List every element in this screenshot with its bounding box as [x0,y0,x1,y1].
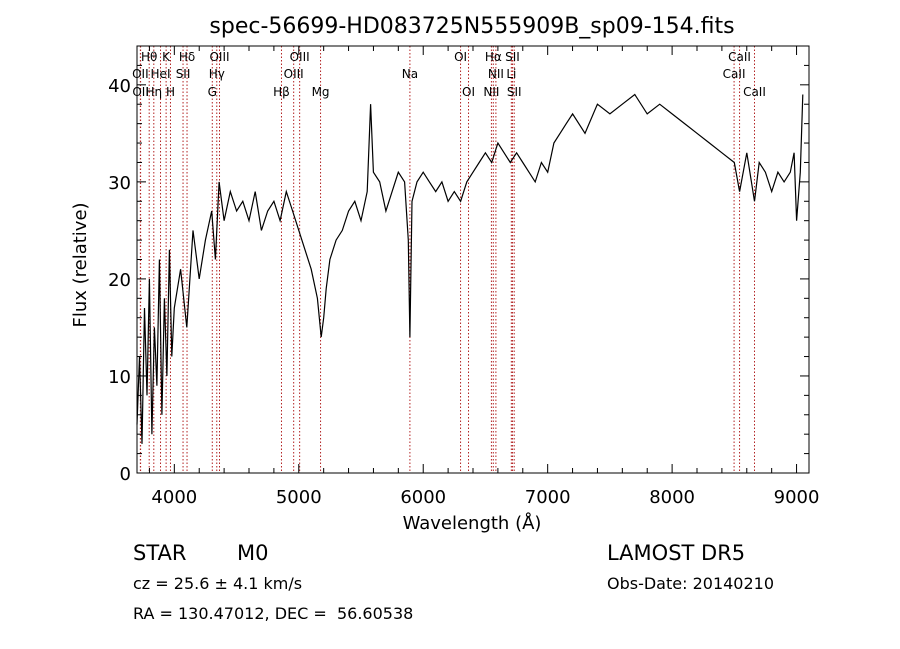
marker-label: Hγ [209,67,225,81]
marker-label: CaII [723,67,746,81]
y-axis-label: Flux (relative) [70,202,91,327]
marker-label: Li [506,67,516,81]
marker-label: OI [454,50,467,64]
y-tick-label: 20 [108,270,131,291]
marker-label: SII [176,67,191,81]
marker-label: H [166,85,175,99]
marker-label: Hη [145,85,162,99]
x-tick-label: 9000 [774,487,820,508]
x-tick-label: 7000 [525,487,571,508]
spectral-line-markers [139,46,755,473]
marker-label: OIII [284,67,304,81]
coordinates: RA = 130.47012, DEC = 56.60538 [133,604,414,623]
marker-label: Hθ [141,50,157,64]
object-class: STAR [133,541,187,565]
x-axis: 4000 5000 6000 7000 8000 9000 [148,46,820,508]
marker-label: Na [402,67,418,81]
marker-label: OII [132,67,149,81]
marker-label: Mg [312,85,330,99]
marker-label: CaII [743,85,766,99]
x-tick-label: 6000 [400,487,446,508]
marker-label: SII [505,50,520,64]
x-tick-label: 5000 [276,487,322,508]
y-tick-label: 10 [108,367,131,388]
marker-label: OIII [209,50,229,64]
plot-frame [136,45,810,474]
x-tick-label: 4000 [151,487,197,508]
survey-name: LAMOST DR5 [607,541,746,565]
spectrum-line [136,93,804,444]
marker-label: G [208,85,217,99]
marker-label: SII [507,85,522,99]
x-tick-label: 8000 [649,487,695,508]
marker-label: Hα [485,50,502,64]
y-tick-label: 30 [108,173,131,194]
marker-label: NII [483,85,499,99]
marker-label: NII [488,67,504,81]
marker-label: OI [462,85,475,99]
y-axis: 0 10 20 30 40 [108,64,809,485]
chart-title: spec-56699-HD083725N555909B_sp09-154.fit… [209,14,734,39]
x-axis-label: Wavelength (Å) [403,512,542,534]
marker-label: CaII [728,50,751,64]
marker-label: Hβ [273,85,290,99]
cz-value: cz = 25.6 ± 4.1 km/s [133,574,303,593]
marker-label: OIII [290,50,310,64]
subclass: M0 [237,541,269,565]
marker-label: Hδ [179,50,195,64]
y-tick-label: 0 [120,464,131,485]
marker-label: OII [132,85,149,99]
obs-date: Obs-Date: 20140210 [607,574,775,593]
marker-label: HeI [151,67,171,81]
y-tick-label: 40 [108,76,131,97]
marker-label: K [162,50,171,64]
